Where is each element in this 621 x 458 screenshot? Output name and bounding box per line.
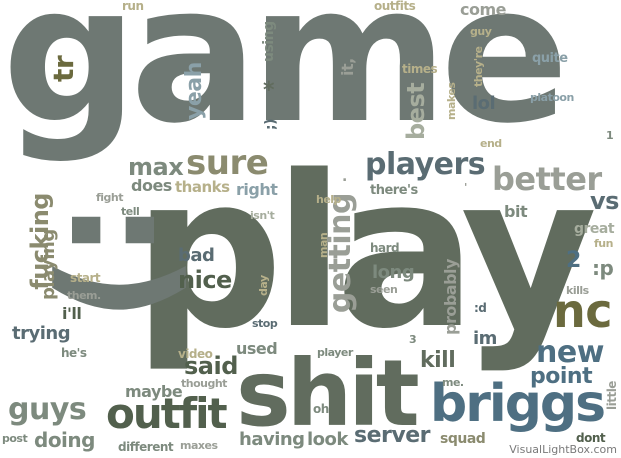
word-better: better [492, 160, 602, 198]
word-them: them. [67, 289, 101, 302]
word-platoon: platoon [530, 91, 574, 104]
word-nc: nc [553, 284, 613, 338]
word-one: 1 [606, 129, 614, 142]
word-using: using [261, 21, 277, 62]
word-isnt: isn't [250, 209, 275, 222]
word-post: post [2, 432, 28, 445]
word-does: does [131, 176, 172, 195]
word-hes: he's [61, 346, 87, 360]
word-little: little [605, 381, 619, 410]
word-point: point [530, 364, 593, 389]
watermark-text: VisualLightBox.com [509, 443, 617, 456]
word-having: having [239, 429, 305, 450]
word-start: start [70, 271, 101, 285]
word-lol: lol [472, 93, 496, 114]
word-thought: thought [181, 377, 227, 390]
word-hard: hard [370, 241, 400, 255]
word-different: different [118, 440, 174, 454]
word-oh: oh [313, 402, 329, 416]
word-getting: getting [323, 193, 358, 314]
word-new: new [536, 335, 604, 370]
word-outfit: outfit [106, 389, 228, 438]
word-used: used [236, 339, 278, 358]
word-vs: vs [590, 187, 619, 215]
word-outfits: outfits [374, 0, 416, 13]
word-players: players [365, 147, 486, 182]
word-long: long [372, 262, 415, 283]
word-dot: . [342, 169, 347, 185]
word-fun: fun [594, 237, 613, 250]
word-times: times [402, 62, 438, 76]
word-tr: tr [47, 55, 80, 82]
word-guys: guys [8, 392, 87, 427]
word-quite: quite [532, 51, 568, 66]
word-stop: stop [252, 317, 278, 330]
word-tp: :p [592, 256, 614, 280]
word-it-comma: it, [338, 58, 357, 76]
word-probably: probably [441, 259, 460, 335]
word-quote: ' [464, 181, 467, 194]
word-im: im [473, 328, 497, 349]
word-yeah: yeah [182, 62, 207, 120]
word-dont: dont [576, 431, 606, 445]
word-maxes: maxes [180, 439, 218, 452]
word-me: me. [442, 376, 464, 389]
word-help: help [316, 193, 341, 206]
word-look: look [307, 429, 348, 450]
word-video: video [178, 347, 213, 361]
word-shit: shit [236, 340, 420, 447]
word-thanks: thanks [175, 178, 230, 196]
word-player: player [317, 346, 353, 359]
word-right: right [236, 180, 278, 199]
word-fight: fight [96, 191, 124, 204]
word-kill: kill [420, 348, 456, 373]
word-d: :d [474, 301, 487, 315]
word-great: great [574, 221, 615, 237]
word-come: come [460, 0, 507, 19]
word-theres: there's [370, 183, 418, 198]
word-seen: seen [370, 283, 398, 296]
word-server: server [354, 423, 430, 448]
word-briggs: briggs [430, 374, 606, 434]
word-star: * [263, 78, 275, 103]
word-squad: squad [440, 431, 486, 447]
word-tell: tell [121, 205, 140, 218]
word-bit: bit [504, 202, 528, 221]
word-man: man [317, 232, 330, 258]
word-makes: makes [445, 82, 458, 120]
word-wink: ;) [263, 119, 279, 130]
word-play: play [133, 130, 597, 375]
word-sure: sure [186, 143, 269, 183]
word-three: 3 [409, 333, 417, 346]
word-max: max [128, 153, 184, 181]
word-bad: bad [178, 245, 215, 266]
word-guy: guy [470, 25, 492, 38]
word-two: 2 [566, 248, 581, 273]
word-playing: playing [38, 229, 59, 300]
word-trying: trying [12, 323, 71, 344]
word-theyre: they're [472, 46, 485, 87]
word-nice: nice [178, 266, 232, 294]
word-said: said [184, 352, 238, 380]
word-game: game [2, 0, 569, 165]
word-doing: doing [34, 428, 95, 452]
word-kills: kills [566, 284, 589, 297]
word-best: best [402, 82, 430, 140]
word-run: run [122, 0, 144, 13]
word-maybe: maybe [125, 382, 183, 401]
word-ill: i'll [62, 304, 82, 323]
word-day: day [257, 275, 270, 296]
word-end: end [480, 137, 502, 150]
